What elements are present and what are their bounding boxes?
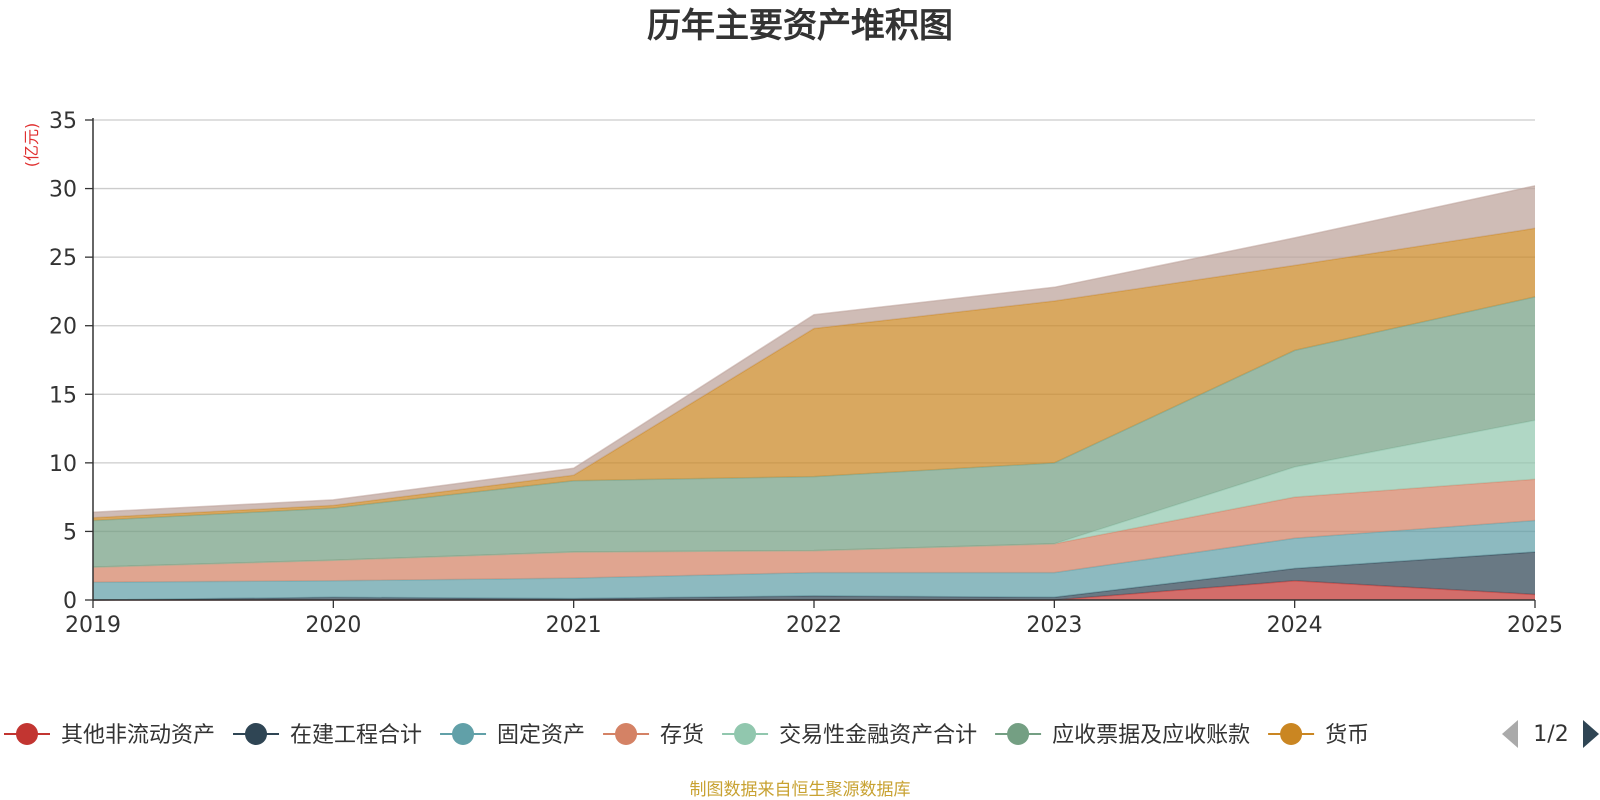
x-tick-label: 2021 <box>546 613 602 638</box>
legend-marker-icon <box>734 723 757 745</box>
legend-item-2[interactable]: 固定资产 <box>440 723 585 748</box>
area-series <box>92 185 1536 601</box>
legend-item-5[interactable]: 应收票据及应收账款 <box>995 723 1250 748</box>
legend-label: 固定资产 <box>497 723 585 748</box>
y-tick-label: 15 <box>49 383 77 408</box>
area-series-4 <box>93 420 1535 568</box>
y-tick-label: 20 <box>49 315 77 340</box>
x-tick-label: 2023 <box>1026 613 1082 638</box>
area-series-0 <box>93 580 1535 600</box>
legend-label: 应收票据及应收账款 <box>1052 723 1250 748</box>
legend-page-indicator: 1/2 <box>1533 722 1568 747</box>
legend-item-1[interactable]: 在建工程合计 <box>233 723 422 748</box>
legend-marker-icon <box>245 723 268 745</box>
legend-marker-icon <box>1007 723 1030 745</box>
x-tick-label: 2025 <box>1507 613 1563 638</box>
y-axis-unit: (亿元) <box>22 123 41 168</box>
legend-item-4[interactable]: 交易性金融资产合计 <box>722 723 977 748</box>
area-series-5 <box>93 296 1535 568</box>
y-tick-label: 5 <box>63 520 77 545</box>
x-tick-label: 2024 <box>1267 613 1323 638</box>
legend-label: 货币 <box>1325 723 1369 748</box>
legend-label: 在建工程合计 <box>290 723 422 748</box>
legend-next-icon[interactable] <box>1583 720 1599 748</box>
legend-marker-icon <box>452 723 475 745</box>
area-series-1 <box>93 552 1535 600</box>
legend-marker-icon <box>615 723 638 745</box>
legend-pager: 1/2 <box>1502 720 1599 748</box>
x-tick-label: 2020 <box>305 613 361 638</box>
y-tick-label: 35 <box>49 109 77 134</box>
legend-item-3[interactable]: 存货 <box>603 723 704 748</box>
y-tick-label: 10 <box>49 452 77 477</box>
chart-title: 历年主要资产堆积图 <box>647 6 953 46</box>
legend-marker-icon <box>1280 723 1303 745</box>
legend: 其他非流动资产 在建工程合计 固定资产 存货 交易性金融资产合计 应收票据及应收账款 货币 <box>4 723 1369 748</box>
area-series-7 <box>93 185 1535 518</box>
area-series-6 <box>93 228 1535 521</box>
legend-label: 其他非流动资产 <box>61 723 215 748</box>
y-tick-label: 0 <box>63 589 77 614</box>
data-source-note: 制图数据来自恒生聚源数据库 <box>690 780 911 800</box>
legend-item-6[interactable]: 货币 <box>1268 723 1369 748</box>
legend-item-0[interactable]: 其他非流动资产 <box>4 723 215 748</box>
legend-label: 交易性金融资产合计 <box>779 723 977 748</box>
legend-prev-icon[interactable] <box>1502 720 1518 748</box>
legend-marker-icon <box>16 723 38 745</box>
legend-label: 存货 <box>660 723 704 748</box>
y-tick-label: 30 <box>49 178 77 203</box>
y-tick-label: 25 <box>49 246 77 271</box>
area-series-edge-7 <box>92 185 1536 513</box>
x-tick-label: 2022 <box>786 613 842 638</box>
x-tick-label: 2019 <box>65 613 121 638</box>
